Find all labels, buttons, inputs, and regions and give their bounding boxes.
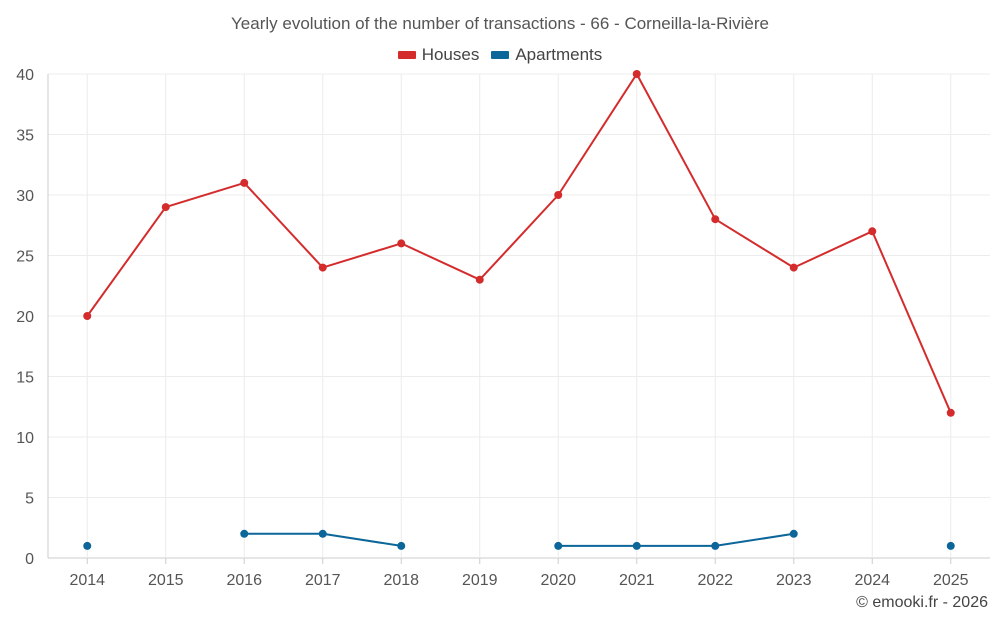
houses-data-point [475,275,484,284]
apartments-data-point [711,541,720,550]
x-tick-label: 2024 [854,572,890,589]
y-tick-label: 5 [25,491,34,508]
apartments-swatch-icon [491,51,510,59]
y-tick-label: 40 [16,67,34,84]
houses-data-point [161,203,170,212]
series [83,70,955,550]
houses-data-point [554,191,563,199]
y-tick-label: 25 [16,249,34,266]
houses-data-point [946,408,955,417]
houses-data-point [318,263,327,272]
y-tick-label: 35 [16,128,34,145]
x-tick-label: 2014 [69,572,105,589]
apartments-data-point [318,529,327,538]
x-tick-label: 2020 [540,572,576,589]
houses-data-point [868,227,877,236]
apartments-series-line [558,532,794,547]
houses-series-line [86,73,952,414]
legend-item-apartments[interactable]: Apartments [491,45,602,65]
apartments-data-point [240,529,249,538]
x-tick-label: 2016 [226,572,262,589]
y-tick-label: 20 [16,309,34,326]
y-tick-label: 15 [16,370,34,387]
legend-item-houses[interactable]: Houses [397,45,480,65]
legend: Houses Apartments [0,45,1000,65]
x-tick-label: 2022 [697,572,733,589]
y-tick-label: 0 [25,551,34,568]
apartments-data-point [397,541,406,550]
apartments-data-point [789,529,798,538]
x-tick-label: 2021 [619,572,655,589]
houses-data-point [711,215,720,224]
apartments-data-point [632,541,641,550]
legend-label-houses: Houses [421,45,480,64]
houses-data-point [632,70,641,78]
houses-data-point [240,178,249,187]
houses-data-point [789,263,798,272]
credit-text: © emooki.fr - 2026 [856,594,988,611]
y-tick-label: 30 [16,188,34,205]
x-tick-label: 2023 [776,572,812,589]
houses-data-point [397,239,406,248]
legend-label-apartments: Apartments [515,45,603,64]
grid [48,73,990,559]
apartments-data-point [554,541,563,550]
chart-title: Yearly evolution of the number of transa… [231,14,769,33]
x-tick-label: 2018 [383,572,419,589]
x-tick-label: 2017 [305,572,341,589]
x-tick-label: 2025 [933,572,969,589]
apartments-data-point [946,541,955,550]
y-tick-label: 10 [16,430,34,447]
houses-data-point [83,312,92,320]
x-tick-label: 2019 [462,572,498,589]
x-tick-label: 2015 [148,572,184,589]
houses-swatch-icon [397,51,416,59]
apartments-data-point [83,541,92,550]
